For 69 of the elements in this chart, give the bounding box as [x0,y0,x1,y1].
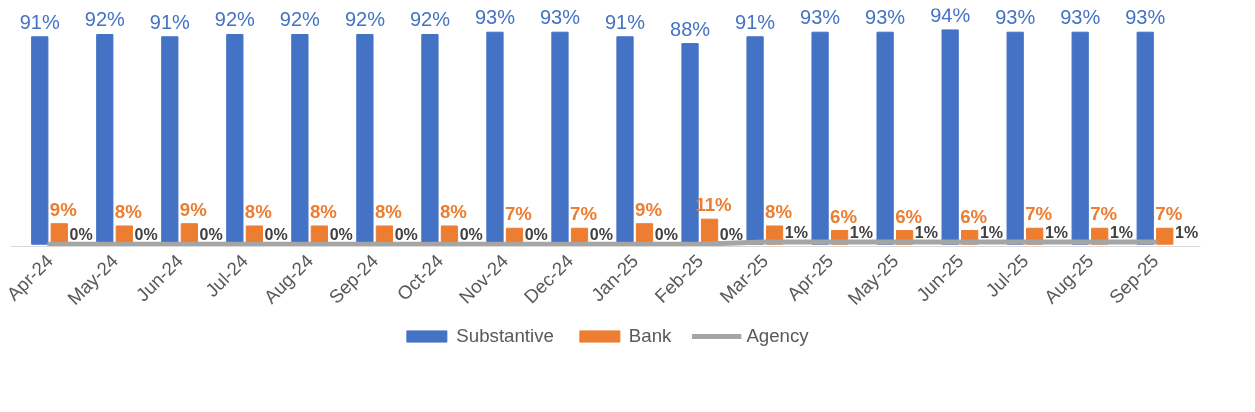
legend-label: Substantive [456,325,554,347]
data-label: 93% [539,6,581,29]
data-label: 1% [1174,223,1199,241]
data-label: 94% [930,3,971,26]
data-label: 7% [1090,203,1118,225]
data-label: 7% [570,203,598,225]
bar [1006,31,1024,245]
bar [746,36,764,245]
legend-label: Bank [628,325,672,347]
data-label: 91% [604,10,646,33]
data-label: 92% [214,8,256,31]
data-label: 9% [179,198,208,220]
data-label: 0% [654,226,678,244]
data-label: 7% [1155,203,1183,225]
bar [876,31,894,245]
data-label: 93% [474,6,516,29]
data-label: 91% [19,10,60,33]
bar [1136,31,1154,245]
bar [486,31,504,245]
data-label: 0% [329,226,353,244]
data-label: 8% [765,200,793,222]
data-label: 1% [1109,223,1134,241]
data-label: 0% [264,226,288,244]
data-label: 8% [374,200,403,222]
bar [291,33,309,245]
data-label: 93% [865,6,906,29]
data-label: 9% [635,198,663,220]
data-label: 0% [134,226,158,244]
data-label: 8% [439,200,468,222]
bar [1071,31,1089,245]
data-label: 7% [1025,203,1053,225]
data-label: 93% [1060,6,1101,29]
data-label: 0% [719,226,743,244]
data-label: 1% [784,223,808,241]
data-label: 8% [309,200,338,222]
bar [96,33,114,245]
data-label: 7% [504,203,533,225]
data-label: 9% [49,198,78,220]
data-label: 1% [1044,223,1069,241]
data-label: 92% [344,8,386,31]
data-label: 91% [149,10,191,33]
data-label: 92% [409,8,451,31]
data-label: 0% [524,226,548,244]
data-label: 0% [459,226,483,244]
bar [356,33,374,245]
data-label: 92% [279,8,321,31]
bar [616,36,634,245]
data-label: 0% [394,226,418,244]
data-label: 88% [670,17,711,40]
bar [421,33,439,245]
bar [31,36,49,245]
data-label: 93% [1125,6,1166,29]
data-label: 93% [995,6,1036,29]
data-label: 91% [735,10,776,33]
data-label: 0% [199,226,223,244]
bar [50,223,68,245]
bar [161,36,179,245]
data-label: 92% [84,8,126,31]
data-label: 93% [800,6,841,29]
bar [551,31,569,245]
data-label: 0% [589,226,613,244]
bar [811,31,829,245]
data-label: 8% [244,200,273,222]
legend-label: Agency [746,325,809,347]
data-label: 8% [114,200,143,222]
bar [226,33,244,245]
bar [941,29,959,245]
bar [1156,227,1174,245]
data-label: 0% [69,226,93,244]
